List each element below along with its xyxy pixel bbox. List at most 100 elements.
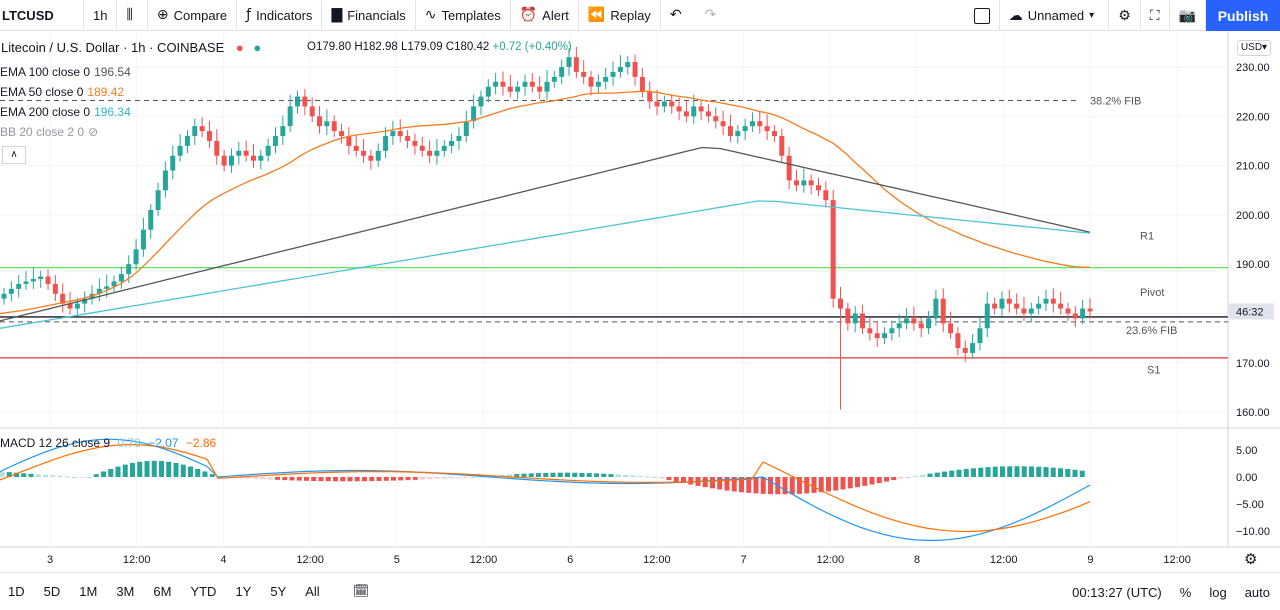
macd-histogram-bar: [934, 472, 940, 477]
candle: [573, 57, 579, 72]
compare-button[interactable]: ⊕ Compare: [148, 0, 238, 31]
macd-histogram-bar: [304, 477, 309, 481]
range-ytd[interactable]: YTD: [190, 584, 217, 599]
currency-button[interactable]: USD▾: [1237, 40, 1271, 56]
ema200-legend[interactable]: EMA 200 close 0 196.34: [0, 105, 135, 119]
eye-icon[interactable]: ●: [235, 40, 244, 55]
alert-button[interactable]: ⏰ Alert: [511, 0, 579, 31]
macd-histogram-bar: [289, 477, 295, 481]
macd-histogram-bar: [253, 477, 259, 479]
date-range-group: 1D 5D 1M 3M 6M YTD 1Y 5Y All: [0, 584, 331, 599]
candle: [977, 328, 983, 344]
macd-histogram-bar: [1000, 466, 1005, 477]
candle: [940, 298, 946, 324]
eye-off-icon[interactable]: ⊘: [88, 125, 99, 139]
candle: [478, 96, 484, 107]
utc-clock[interactable]: 00:13:27 (UTC): [1072, 584, 1162, 600]
percent-toggle[interactable]: %: [1179, 584, 1192, 600]
candle: [74, 303, 80, 309]
candle: [588, 76, 594, 87]
macd-histogram-bar: [557, 472, 563, 477]
candle: [867, 328, 873, 334]
rewind-icon: ⏪: [587, 7, 606, 23]
macd-histogram-bar: [275, 477, 280, 480]
macd-histogram-bar: [405, 477, 411, 481]
macd-legend[interactable]: MACD 12 26 close 9 0.78 −2.07 −2.86: [0, 436, 220, 450]
time-tick-label: 7: [741, 554, 747, 566]
macd-histogram-bar: [782, 477, 788, 495]
range-6m[interactable]: 6M: [153, 584, 172, 599]
macd-histogram-bar: [1021, 466, 1027, 477]
ema50-legend[interactable]: EMA 50 close 0 189.42: [0, 85, 128, 99]
macd-histogram-bar: [521, 473, 527, 477]
macd-histogram-bar: [528, 473, 534, 477]
candle: [419, 145, 425, 151]
bar-chart-icon: ▇: [331, 7, 343, 23]
macd-histogram-bar: [28, 473, 34, 477]
settings-button[interactable]: ⚙: [1109, 0, 1141, 31]
symbol-legend: Litecoin / U.S. Dollar · 1h · COINBASE ●…: [1, 40, 261, 55]
settings-dot-icon[interactable]: ●: [253, 40, 262, 55]
candle: [236, 150, 242, 156]
price-chart[interactable]: 160.00170.00180.00190.00200.00210.00220.…: [0, 32, 1280, 572]
range-1y[interactable]: 1Y: [235, 584, 252, 599]
macd-histogram-bar: [927, 473, 933, 477]
candle: [793, 180, 799, 186]
macd-histogram-bar: [296, 477, 302, 481]
candle: [273, 136, 278, 146]
macd-histogram-bar: [717, 477, 723, 490]
axis-settings-gear-icon[interactable]: ⚙: [1244, 550, 1257, 568]
undo-button[interactable]: ↶: [661, 0, 696, 31]
templates-button[interactable]: ∿ Templates: [416, 0, 511, 31]
cloud-icon: ☁: [1008, 7, 1023, 24]
templates-icon: ∿: [424, 7, 437, 23]
ema100-value: 196.54: [94, 65, 131, 79]
candle: [999, 298, 1005, 309]
candle: [654, 101, 660, 107]
chart-area[interactable]: 160.00170.00180.00190.00200.00210.00220.…: [0, 32, 1280, 572]
macd-histogram-bar: [14, 472, 19, 477]
indicators-button[interactable]: ƒ Indicators: [237, 0, 323, 31]
interval-button[interactable]: 1h: [84, 0, 118, 31]
macd-histogram-bar: [1079, 470, 1085, 477]
collapse-legend-button[interactable]: ∧: [2, 146, 26, 164]
time-tick-label: 12:00: [123, 554, 151, 566]
macd-histogram-bar: [840, 477, 846, 490]
price-tick-label: 230.00: [1236, 62, 1270, 74]
level-label: 38.2% FIB: [1090, 96, 1141, 108]
ema100-legend[interactable]: EMA 100 close 0 196.54: [0, 65, 135, 79]
auto-toggle[interactable]: auto: [1244, 584, 1270, 600]
multi-layout-button[interactable]: [965, 0, 1000, 31]
snapshot-button[interactable]: 📷: [1170, 0, 1206, 31]
publish-button[interactable]: Publish: [1206, 0, 1280, 31]
macd-histogram-bar: [652, 477, 657, 478]
time-tick-label: 6: [567, 554, 573, 566]
financials-button[interactable]: ▇ Financials: [322, 0, 416, 31]
candle: [581, 71, 587, 77]
redo-button[interactable]: ↷: [696, 0, 731, 31]
replay-button[interactable]: ⏪ Replay: [579, 0, 661, 31]
range-all[interactable]: All: [305, 584, 320, 599]
log-toggle[interactable]: log: [1209, 584, 1227, 600]
bb-legend[interactable]: BB 20 close 2 0 ⊘: [0, 125, 102, 139]
range-1m[interactable]: 1M: [79, 584, 98, 599]
goto-date-icon[interactable]: 🗓: [352, 584, 370, 599]
range-5y[interactable]: 5Y: [270, 584, 287, 599]
candle: [896, 323, 902, 329]
range-5d[interactable]: 5D: [43, 584, 61, 599]
chart-type-button[interactable]: ⫼: [117, 0, 148, 31]
change-value: +0.72 (+0.40%): [492, 41, 572, 53]
candle: [221, 155, 227, 166]
candle: [647, 91, 653, 102]
candle: [1043, 298, 1049, 304]
open-value: O179.80: [307, 41, 352, 53]
candle: [390, 131, 396, 137]
symbol-search[interactable]: LTCUSD: [0, 0, 84, 31]
macd-histogram-bar: [325, 477, 331, 482]
fullscreen-button[interactable]: ⛶: [1141, 0, 1170, 31]
layout-name-button[interactable]: ☁ Unnamed ▾: [1000, 0, 1110, 31]
macd-line-value: −2.07: [148, 436, 179, 450]
range-1d[interactable]: 1D: [8, 584, 25, 599]
range-3m[interactable]: 3M: [116, 584, 135, 599]
macd-histogram-bar: [507, 474, 512, 477]
